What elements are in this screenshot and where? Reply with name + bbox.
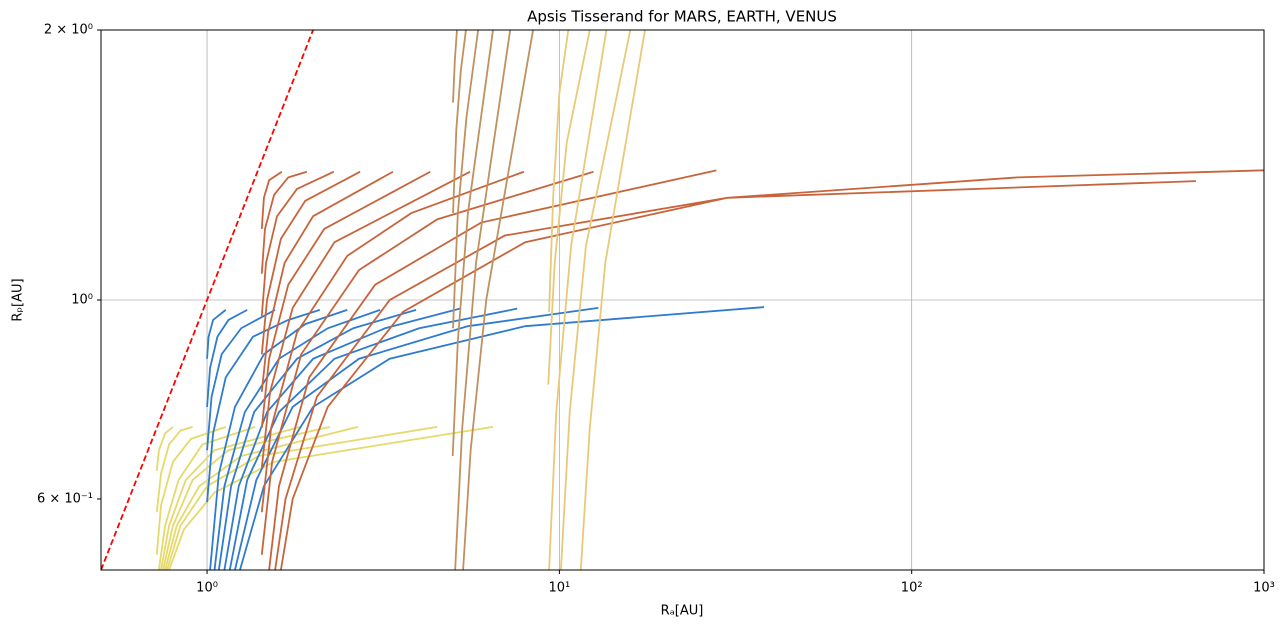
series-line xyxy=(260,169,1264,570)
series-line xyxy=(451,30,534,570)
series-line xyxy=(547,30,646,570)
chart-title: Apsis Tisserand for MARS, EARTH, VENUS xyxy=(527,8,837,26)
series-line xyxy=(155,425,494,570)
ticks: 10⁰ 10¹ 10² 10³ 6 × 10⁻¹ 10⁰ 2 × 10⁰ xyxy=(37,23,1275,596)
x-tick-label: 10¹ xyxy=(548,581,570,596)
x-tick-label: 10² xyxy=(901,581,923,596)
y-tick-label: 6 × 10⁻¹ xyxy=(37,491,93,506)
y-tick-label: 2 × 10⁰ xyxy=(44,23,93,38)
y-tick-label: 10⁰ xyxy=(71,293,93,308)
series-line xyxy=(101,30,314,570)
x-tick-label: 10³ xyxy=(1253,581,1275,596)
y-axis-label: Rₚ[AU] xyxy=(11,278,26,321)
x-axis-label: Rₐ[AU] xyxy=(661,604,704,619)
plot-lines xyxy=(101,30,1264,570)
x-tick-label: 10⁰ xyxy=(196,581,218,596)
